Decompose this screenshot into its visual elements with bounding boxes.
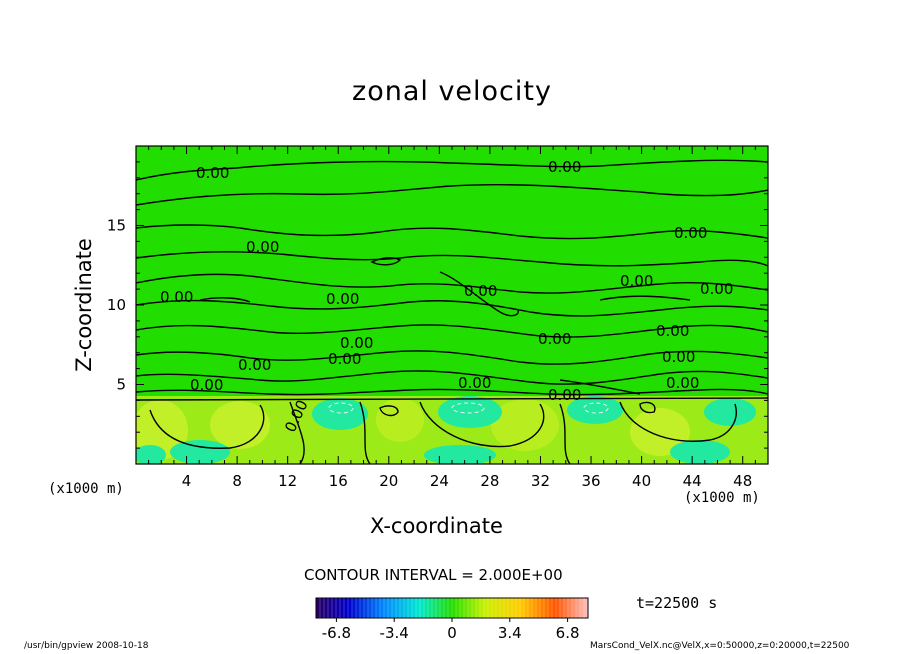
contour-line xyxy=(439,271,519,317)
footer-data-source: MarsCond_VelX.nc@VelX,x=0:50000,z=0:2000… xyxy=(590,641,850,651)
colorbar-tick-label: 6.8 xyxy=(556,624,580,642)
colorbar: -6.8 -3.4 0 3.4 6.8 xyxy=(315,597,589,642)
x-axis-unit-right: (x1000 m) xyxy=(684,490,760,506)
contour-interval-label: CONTOUR INTERVAL = 2.000E+00 xyxy=(304,566,563,584)
contour-label: 0.00 xyxy=(700,280,733,298)
x-axis-label: X-coordinate xyxy=(370,514,503,538)
contour-line xyxy=(199,297,251,303)
contour-line xyxy=(359,401,371,464)
contour-label: 0.00 xyxy=(548,158,581,176)
contour-label: 0.00 xyxy=(246,238,279,256)
contour-label: 0.00 xyxy=(666,374,699,392)
colorbar-tick-label: -3.4 xyxy=(380,624,409,642)
x-tick-label: 4 xyxy=(182,472,192,490)
contour-line xyxy=(136,388,768,396)
contour-label: 0.00 xyxy=(196,164,229,182)
chart-title: zonal velocity xyxy=(352,76,552,107)
contour-label: 0.00 xyxy=(538,330,571,348)
contour-line xyxy=(289,401,305,464)
contour-line xyxy=(136,397,768,401)
y-axis-label: Z-coordinate xyxy=(72,238,96,372)
x-tick-label: 12 xyxy=(278,472,297,490)
contour-line xyxy=(136,324,768,338)
contour-label: 0.00 xyxy=(458,374,491,392)
x-tick-label: 20 xyxy=(379,472,398,490)
contour-lines xyxy=(136,159,768,464)
colorbar-tick-label: -6.8 xyxy=(322,624,351,642)
contour-label: 0.00 xyxy=(326,290,359,308)
contour-line xyxy=(136,251,768,267)
colorbar-ticks: -6.8 -3.4 0 3.4 6.8 xyxy=(322,618,580,642)
y-tick-label: 5 xyxy=(116,376,126,394)
x-tick-label: 24 xyxy=(430,472,449,490)
negative-contour xyxy=(451,402,485,414)
y-axis-ticks: 5 10 15 xyxy=(107,161,768,449)
contour-label: 0.00 xyxy=(190,376,223,394)
contour-line xyxy=(136,159,768,181)
contour-labels: 0.00 0.00 0.00 0.00 0.00 0.00 0.00 0.00 … xyxy=(160,158,733,435)
negative-contour xyxy=(583,402,609,414)
y-tick-label: 10 xyxy=(107,296,126,314)
x-tick-label: 48 xyxy=(733,472,752,490)
contour-line xyxy=(136,370,768,385)
contour-line xyxy=(370,257,402,266)
contour-label: 0.00 xyxy=(656,322,689,340)
x-tick-label: 16 xyxy=(329,472,348,490)
x-tick-label: 40 xyxy=(632,472,651,490)
colorbar-segments xyxy=(319,598,585,618)
x-tick-label: 44 xyxy=(683,472,702,490)
y-tick-label: 15 xyxy=(107,217,126,235)
contour-label: 0.00 xyxy=(238,356,271,374)
contour-line xyxy=(639,401,656,414)
time-label: t=22500 s xyxy=(636,594,718,612)
colorbar-tick-label: 3.4 xyxy=(498,624,522,642)
contour-line xyxy=(136,224,768,240)
contour-line xyxy=(619,401,737,442)
contour-label: 0.00 xyxy=(620,272,653,290)
contour-line xyxy=(379,405,399,417)
contour-line xyxy=(559,403,571,464)
contour-line xyxy=(559,379,641,395)
contour-line xyxy=(136,350,768,365)
contour-line xyxy=(599,295,691,301)
contour-label: 0.00 xyxy=(674,224,707,242)
x-tick-label: 28 xyxy=(480,472,499,490)
x-axis-ticks: 4 8 12 16 20 24 28 32 36 40 44 48 xyxy=(148,146,756,490)
contour-label: 0.00 xyxy=(464,282,497,300)
negative-contours xyxy=(328,402,609,414)
contour-line xyxy=(419,401,545,448)
x-tick-label: 36 xyxy=(581,472,600,490)
contour-line xyxy=(136,273,768,294)
x-axis-unit-left: (x1000 m) xyxy=(48,481,124,497)
contour-line xyxy=(149,404,265,449)
field-shading xyxy=(136,396,768,464)
contour-label: 0.00 xyxy=(662,348,695,366)
footer-program-info: /usr/bin/gpview 2008-10-18 xyxy=(24,641,149,651)
contour-line xyxy=(136,183,768,206)
contour-line xyxy=(136,299,768,317)
negative-contour xyxy=(328,402,354,414)
contour-label: 0.00 xyxy=(340,334,373,352)
x-tick-label: 8 xyxy=(232,472,242,490)
contour-label: 0.00 xyxy=(160,288,193,306)
contour-label: 0.00 xyxy=(328,350,361,368)
contour-label: 0.00 xyxy=(548,386,581,404)
colorbar-tick-label: 0 xyxy=(447,624,457,642)
x-tick-label: 32 xyxy=(531,472,550,490)
